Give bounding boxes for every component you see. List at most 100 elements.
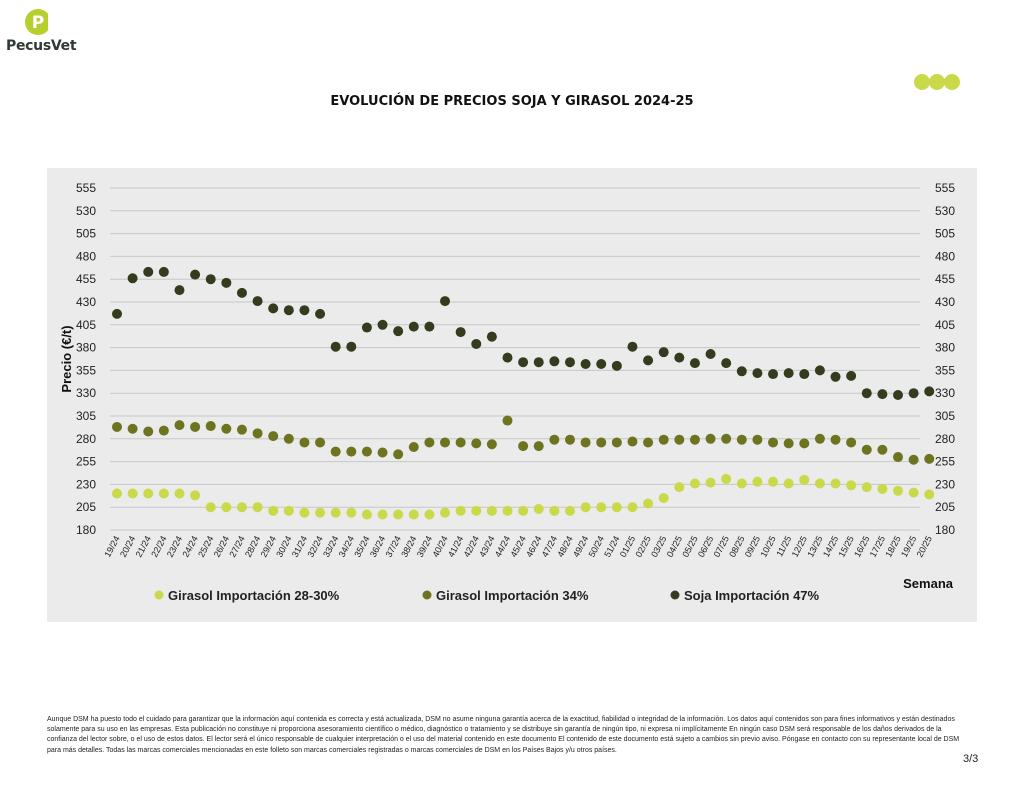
legend-marker-series-1 [154,590,164,600]
point-series-2 [502,415,513,426]
y-tick-label-right: 380 [935,341,955,355]
point-series-3 [346,341,357,352]
point-series-2 [643,437,654,448]
point-series-3 [721,358,732,369]
svg-text:P: P [32,13,44,33]
point-series-2 [268,431,279,442]
point-series-1 [674,482,685,493]
point-series-1 [190,490,201,501]
point-series-3 [299,305,310,316]
point-series-2 [252,428,263,439]
point-series-3 [705,348,716,359]
point-series-1 [377,509,388,520]
point-series-2 [877,444,888,455]
point-series-2 [924,453,935,464]
point-series-3 [814,365,825,376]
point-series-1 [705,477,716,488]
y-tick-label-left: 480 [76,249,96,263]
point-series-2 [299,437,310,448]
point-series-1 [346,507,357,518]
point-series-1 [252,502,263,513]
y-tick-label-right: 205 [935,500,955,514]
x-tick-label: 20/25 [915,534,934,559]
y-tick-label-left: 555 [76,181,96,195]
y-tick-label-right: 480 [935,249,955,263]
point-series-3 [533,357,544,368]
point-series-3 [330,341,341,352]
point-series-1 [221,502,232,513]
point-series-1 [268,505,279,516]
point-series-3 [689,358,700,369]
point-series-2 [580,437,591,448]
y-tick-label-right: 405 [935,318,955,332]
point-series-1 [408,509,419,520]
point-series-2 [330,446,341,457]
y-tick-label-left: 205 [76,500,96,514]
point-series-1 [174,488,185,499]
point-series-2 [455,437,466,448]
y-tick-label-left: 355 [76,363,96,377]
point-series-3 [861,388,872,399]
legend-label-series-2: Girasol Importación 34% [436,588,589,603]
point-series-2 [315,437,326,448]
y-tick-label-right: 530 [935,204,955,218]
y-tick-label-right: 505 [935,227,955,241]
point-series-3 [908,388,919,399]
point-series-3 [658,347,669,358]
pecusvet-logo: P [8,8,72,58]
point-series-3 [424,321,435,332]
point-series-2 [518,441,529,452]
point-series-3 [408,321,419,332]
y-tick-label-left: 405 [76,318,96,332]
point-series-3 [518,357,529,368]
point-series-1 [315,507,326,518]
point-series-3 [502,352,513,363]
point-series-1 [127,488,138,499]
point-series-1 [533,504,544,515]
point-series-2 [377,447,388,458]
point-series-1 [799,474,810,485]
point-series-1 [627,502,638,513]
y-tick-label-left: 255 [76,455,96,469]
point-series-2 [814,433,825,444]
point-series-1 [518,505,529,516]
point-series-2 [174,420,185,431]
point-series-3 [549,356,560,367]
point-series-1 [502,505,513,516]
point-series-3 [643,355,654,366]
y-tick-label-left: 280 [76,432,96,446]
point-series-1 [143,488,154,499]
point-series-3 [174,285,185,296]
point-series-1 [112,488,122,499]
point-series-2 [112,421,122,432]
point-series-3 [315,308,326,319]
point-series-1 [893,485,903,496]
y-tick-label-right: 280 [935,432,955,446]
point-series-1 [486,505,497,516]
point-series-3 [752,368,763,379]
point-series-1 [205,502,216,513]
point-series-2 [830,434,841,445]
point-series-3 [799,369,810,380]
page-number: 3/3 [963,753,979,765]
point-series-3 [924,386,935,397]
point-series-2 [908,454,919,465]
point-series-2 [799,438,810,449]
point-series-2 [752,434,763,445]
y-tick-label-right: 180 [935,523,955,537]
y-tick-label-left: 530 [76,204,96,218]
point-series-2 [143,426,154,437]
legend-marker-series-3 [670,590,680,600]
point-series-3 [674,352,685,363]
point-series-1 [721,473,732,484]
point-series-2 [549,434,560,445]
point-series-2 [533,441,544,452]
y-tick-label-right: 555 [935,181,955,195]
pecusvet-logo-mark: P [25,9,51,35]
point-series-2 [736,434,747,445]
point-series-1 [830,478,841,489]
y-tick-label-right: 355 [935,363,955,377]
point-series-2 [346,446,357,457]
point-series-2 [705,433,716,444]
y-tick-label-right: 230 [935,477,955,491]
